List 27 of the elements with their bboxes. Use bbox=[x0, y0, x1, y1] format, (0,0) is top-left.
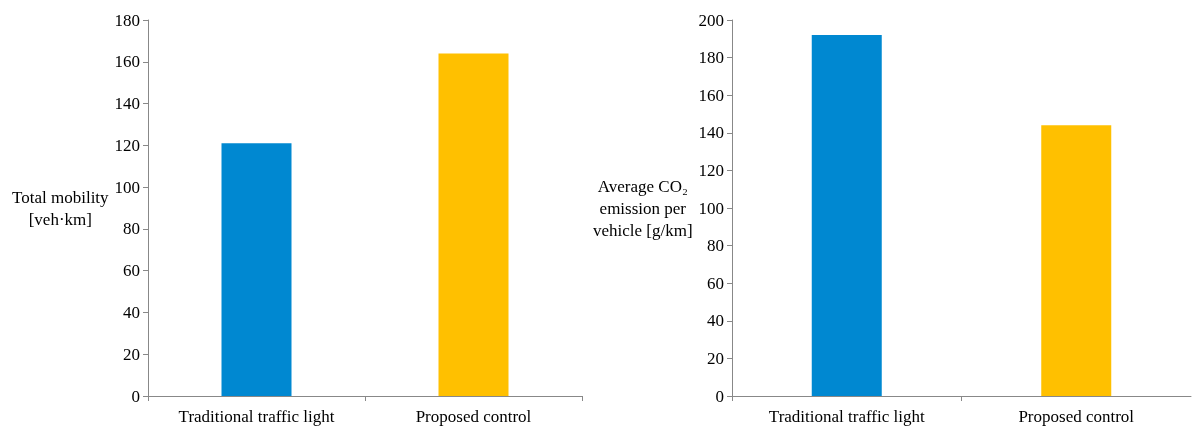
y-tick-label: 120 bbox=[114, 135, 140, 155]
y-tick-label: 60 bbox=[123, 261, 140, 281]
y-tick-label: 200 bbox=[698, 10, 724, 30]
y-axis-title: Total mobility [veh·km] bbox=[12, 187, 110, 229]
x-tick-label: Proposed control bbox=[1018, 407, 1135, 426]
x-tick-label: Traditional traffic light bbox=[178, 407, 335, 426]
y-tick-label: 80 bbox=[707, 236, 724, 256]
y-tick-label: 20 bbox=[123, 344, 140, 364]
y-tick-label: 20 bbox=[707, 348, 724, 368]
y-tick-label: 120 bbox=[698, 160, 724, 180]
y-tick-label: 100 bbox=[698, 198, 724, 218]
y-tick-label: 80 bbox=[123, 219, 140, 239]
y-tick-label: 40 bbox=[123, 302, 140, 322]
x-tick-label: Traditional traffic light bbox=[768, 407, 925, 426]
y-tick-label: 0 bbox=[715, 386, 724, 406]
x-tick-label: Proposed control bbox=[415, 407, 532, 426]
y-tick-label: 160 bbox=[114, 52, 140, 72]
y-tick-label: 40 bbox=[707, 311, 724, 331]
y-tick-label: 140 bbox=[698, 123, 724, 143]
y-tick-label: 160 bbox=[698, 85, 724, 105]
y-tick-label: 0 bbox=[131, 386, 140, 406]
y-axis-title: Average CO₂ emission per vehicle [g/km] bbox=[593, 176, 693, 240]
y-tick-label: 180 bbox=[114, 10, 140, 30]
y-tick-label: 140 bbox=[114, 94, 140, 114]
y-tick-label: 180 bbox=[698, 48, 724, 68]
y-tick-label: 100 bbox=[114, 177, 140, 197]
y-tick-label: 60 bbox=[707, 273, 724, 293]
